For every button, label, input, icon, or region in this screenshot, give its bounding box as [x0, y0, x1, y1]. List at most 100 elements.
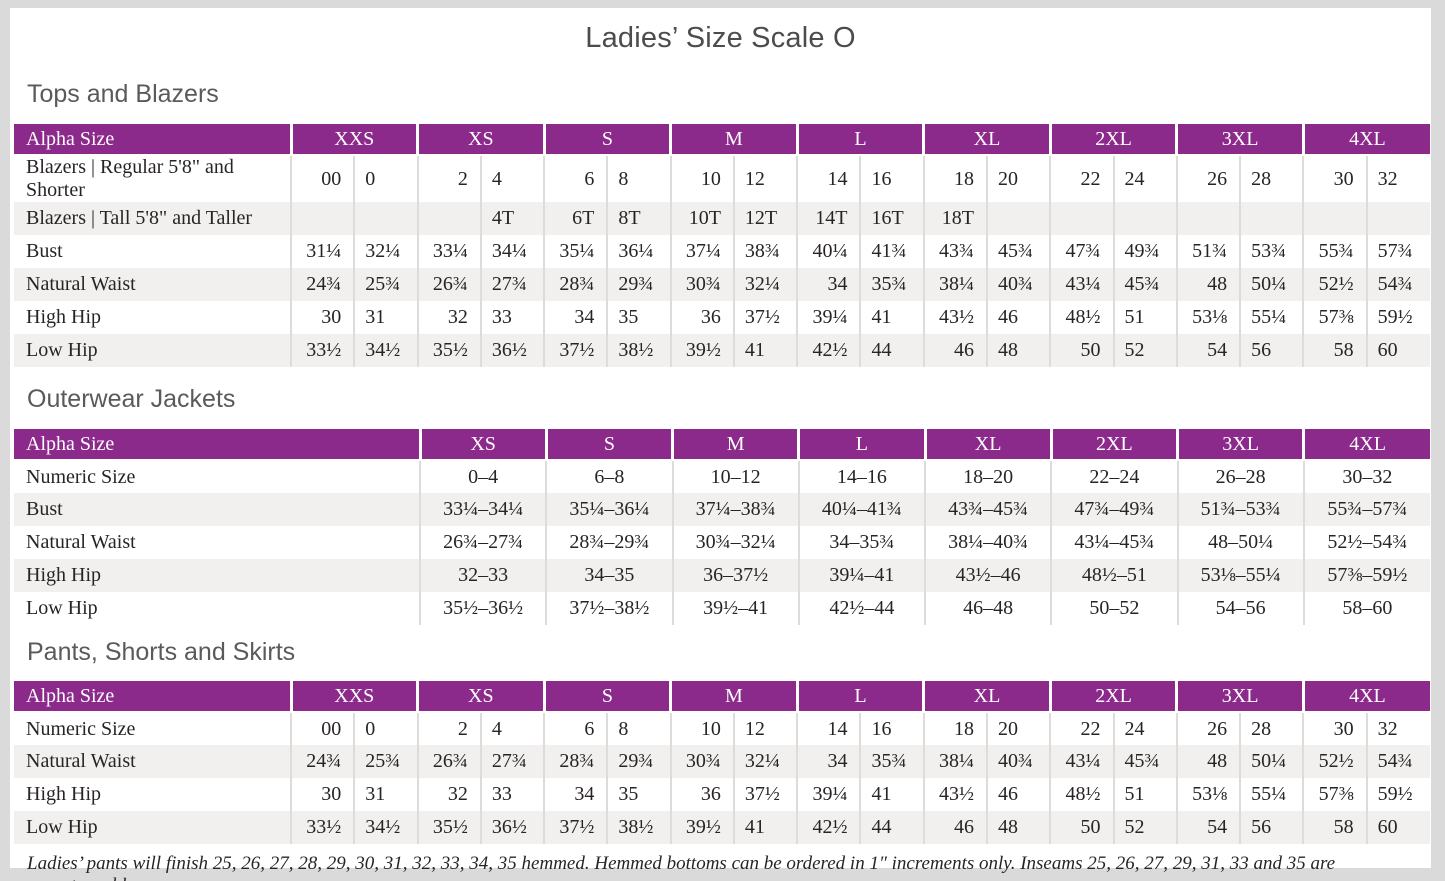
size-value: 48–50¼ [1176, 526, 1304, 559]
size-value: 37¼–38¾ [671, 493, 799, 526]
size-value: 55¾–57¾ [1302, 493, 1430, 526]
size-value [353, 202, 418, 235]
size-value: 54–56 [1176, 592, 1304, 625]
alpha-size-header: Alpha Size [14, 681, 292, 713]
row-label: Low Hip [14, 334, 292, 367]
size-value: 10T [669, 202, 734, 235]
size-value: 43½–46 [923, 559, 1052, 592]
size-value: 28¾ [543, 268, 608, 301]
size-value: 30 [290, 301, 355, 334]
size-value: 40¼ [796, 235, 861, 268]
size-value: 45¾ [985, 235, 1051, 268]
size-value [1112, 202, 1177, 235]
section-outerwear-jackets: Outerwear Jackets Alpha Size XS S M L XL 2XL 3X… [10, 384, 1431, 625]
row-label: Numeric Size [26, 717, 136, 740]
size-value: 26¾ [416, 745, 481, 778]
size-value: 28 [1239, 712, 1304, 745]
size-value [1049, 202, 1114, 235]
table-row: High Hip 32–33 34–35 36–37½ 39¼–41 43½–46 48½–… [14, 559, 1430, 592]
size-value: 26–28 [1176, 460, 1304, 493]
size-value: 44 [859, 334, 924, 367]
size-value: 35¾ [859, 745, 924, 778]
size-value: 33¼ [416, 235, 481, 268]
size-value: 00 [290, 712, 355, 745]
size-column-header-3xl: 3XL [1175, 681, 1304, 713]
pants-shorts-skirts-table: Alpha Size XXS XS S M L XL 2XL 3XL 4XL Numeric Siz… [14, 681, 1430, 844]
size-column-header-s: S [542, 124, 671, 156]
size-value: 32¼ [732, 268, 798, 301]
table-row: High Hip 30 31 32 33 34 35 36 37½ 39¼ 41 43½ 46 48½ 51… [14, 301, 1430, 334]
size-value: 55¾ [1302, 235, 1367, 268]
size-value: 47¾–49¾ [1050, 493, 1178, 526]
size-value: 26¾ [416, 268, 481, 301]
size-value: 24 [1112, 155, 1177, 202]
size-value: 36½ [479, 334, 545, 367]
size-value: 34–35 [545, 559, 673, 592]
size-column-header-l: L [795, 681, 924, 713]
size-value: 16 [859, 712, 924, 745]
size-value: 48½ [1049, 301, 1114, 334]
size-value: 41¾ [859, 235, 924, 268]
size-value: 39¼ [796, 778, 861, 811]
size-value: 4T [479, 202, 545, 235]
size-value: 29¾ [606, 268, 671, 301]
size-value: 34¼ [479, 235, 545, 268]
size-chart-page: Ladies’ Size Scale O Tops and Blazers Al… [10, 8, 1431, 881]
size-value: 35¼–36¼ [545, 493, 673, 526]
size-column-header-xl: XL [922, 124, 1051, 156]
size-value: 34 [543, 778, 608, 811]
table-row: Low Hip 35½–36½ 37½–38½ 39½–41 42½–44 46–48 50… [14, 592, 1430, 625]
size-value: 51 [1112, 301, 1177, 334]
size-value: 8 [606, 712, 671, 745]
size-value: 52½–54¾ [1302, 526, 1430, 559]
size-value: 54¾ [1365, 745, 1430, 778]
size-value: 50 [1049, 811, 1114, 844]
size-value: 57⅜–59½ [1302, 559, 1430, 592]
section-pants-shorts-skirts: Pants, Shorts and Skirts Alpha Size XXS XS… [10, 637, 1431, 844]
size-column-header-m: M [669, 124, 798, 156]
section-heading-tops-and-blazers: Tops and Blazers [27, 80, 219, 108]
size-value: 8 [606, 155, 671, 202]
size-value: 20 [985, 155, 1051, 202]
size-value [290, 202, 355, 235]
size-value: 34½ [353, 811, 418, 844]
size-value: 34½ [353, 334, 418, 367]
size-value: 35¾ [859, 268, 924, 301]
size-value: 25¾ [353, 745, 418, 778]
size-value: 24 [1112, 712, 1177, 745]
size-value: 46 [922, 334, 987, 367]
size-column-header-4xl: 4XL [1301, 124, 1430, 156]
table-row: Bust 31¼ 32¼ 33¼ 34¼ 35¼ 36¼ 37¼ 38¾ 40¼ 41¾ 43¾ 45¾… [14, 235, 1430, 268]
size-value: 38½ [606, 811, 671, 844]
row-label: High Hip [26, 306, 101, 328]
size-value: 14 [796, 712, 861, 745]
size-header-row: Alpha Size XXS XS S M L XL 2XL 3XL 4XL [14, 124, 1430, 156]
size-value: 0 [353, 712, 418, 745]
size-column-header-s: S [544, 429, 673, 461]
size-value: 25¾ [353, 268, 418, 301]
outerwear-jackets-table: Alpha Size XS S M L XL 2XL 3XL 4XL Numeric Size 0–… [14, 429, 1430, 625]
size-value: 18 [922, 712, 987, 745]
size-value: 52½ [1302, 745, 1367, 778]
size-value: 60 [1365, 334, 1430, 367]
size-value: 46 [922, 811, 987, 844]
size-value: 57¾ [1365, 235, 1430, 268]
size-value: 35 [606, 301, 671, 334]
size-value: 36 [669, 301, 734, 334]
size-value: 14–16 [797, 460, 925, 493]
table-row: Low Hip 33½ 34½ 35½ 36½ 37½ 38½ 39½ 41 42½ 44 46 48 5… [14, 811, 1430, 844]
size-value: 53⅛ [1175, 301, 1241, 334]
size-value: 41 [859, 301, 924, 334]
size-value: 41 [732, 334, 798, 367]
size-value: 4 [479, 155, 545, 202]
size-value: 27¾ [479, 745, 545, 778]
size-value: 53¾ [1239, 235, 1304, 268]
size-value: 30 [1302, 712, 1367, 745]
size-value: 50 [1049, 334, 1114, 367]
size-value [985, 202, 1051, 235]
alpha-size-header: Alpha Size [14, 124, 292, 156]
size-value: 49¾ [1112, 235, 1177, 268]
table-row: Numeric Size 00 0 2 4 6 8 10 12 14 16 18 20 22 24 26 28 3… [14, 712, 1430, 745]
size-value [1365, 202, 1430, 235]
size-value: 30¾–32¼ [671, 526, 799, 559]
